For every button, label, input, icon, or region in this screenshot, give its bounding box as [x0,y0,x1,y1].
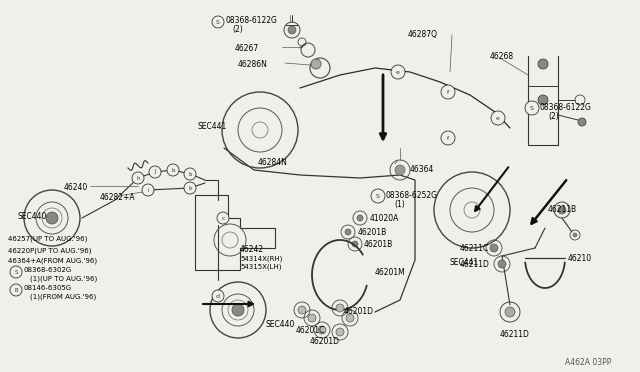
Text: SEC440: SEC440 [18,212,47,221]
Text: 46211D: 46211D [500,330,530,339]
Text: 46220P(UP TO AUG.'96): 46220P(UP TO AUG.'96) [8,248,92,254]
Text: 46240: 46240 [64,183,88,192]
Text: 46211D: 46211D [460,260,490,269]
Circle shape [538,95,548,105]
Text: f: f [447,90,449,94]
Circle shape [132,172,144,184]
Text: 46201B: 46201B [358,228,387,237]
Circle shape [357,215,363,221]
Text: b: b [188,186,192,190]
Text: 46284N: 46284N [258,158,288,167]
Text: b: b [188,171,192,176]
Text: 08368-6302G: 08368-6302G [24,267,72,273]
Text: 46201D: 46201D [344,307,374,316]
Circle shape [46,212,58,224]
Text: A462A 03PP: A462A 03PP [565,358,611,367]
Text: 08146-6305G: 08146-6305G [24,285,72,291]
Text: 46257(UP TO AUG.'96): 46257(UP TO AUG.'96) [8,236,88,243]
Circle shape [345,229,351,235]
Text: 46201D: 46201D [310,337,340,346]
Text: (1)(UP TO AUG.'96): (1)(UP TO AUG.'96) [30,276,97,282]
Circle shape [573,233,577,237]
Circle shape [232,304,244,316]
Circle shape [311,59,321,69]
Text: 46364+A(FROM AUG.'96): 46364+A(FROM AUG.'96) [8,257,97,263]
Text: 46242: 46242 [240,245,264,254]
Circle shape [352,241,358,247]
Text: f: f [447,135,449,141]
Circle shape [441,85,455,99]
Text: 46210: 46210 [568,254,592,263]
Text: 54314X(RH): 54314X(RH) [240,256,282,263]
Circle shape [371,189,385,203]
Text: 08368-6122G: 08368-6122G [226,16,278,25]
Text: (1)(FROM AUG.'96): (1)(FROM AUG.'96) [30,294,96,301]
Text: 46282+A: 46282+A [100,193,136,202]
Text: d: d [216,294,220,298]
Circle shape [142,184,154,196]
Circle shape [149,166,161,178]
Circle shape [336,328,344,336]
Text: 46364: 46364 [410,165,435,174]
Circle shape [167,164,179,176]
Text: 46268: 46268 [490,52,514,61]
Text: SEC440: SEC440 [266,320,296,329]
Text: B: B [14,288,18,292]
Circle shape [184,182,196,194]
Text: (2): (2) [232,25,243,34]
Text: 46211C: 46211C [460,244,489,253]
Text: e: e [496,115,500,121]
Text: 54315X(LH): 54315X(LH) [240,264,282,270]
Text: c: c [221,215,225,221]
Circle shape [498,260,506,268]
Text: 46287Q: 46287Q [408,30,438,39]
Circle shape [395,165,405,175]
Circle shape [308,314,316,322]
Text: 46211B: 46211B [548,205,577,214]
Circle shape [10,266,22,278]
Text: S: S [376,193,380,199]
Text: (2): (2) [548,112,559,121]
Text: 41020A: 41020A [370,214,399,223]
Circle shape [288,26,296,34]
Circle shape [212,16,224,28]
Circle shape [491,111,505,125]
Text: h: h [136,176,140,180]
Text: 08368-6122G: 08368-6122G [540,103,592,112]
Text: 46267: 46267 [235,44,259,53]
Circle shape [336,304,344,312]
Text: 46201B: 46201B [364,240,393,249]
Text: 46201M: 46201M [375,268,406,277]
Text: (1): (1) [394,200,404,209]
Circle shape [346,314,354,322]
Circle shape [578,118,586,126]
Circle shape [184,168,196,180]
Text: S: S [530,106,534,110]
Circle shape [441,131,455,145]
Text: 46201C: 46201C [296,326,325,335]
Circle shape [217,212,229,224]
Circle shape [538,59,548,69]
Circle shape [298,306,306,314]
Circle shape [212,290,224,302]
Text: 08368-6252G: 08368-6252G [386,191,438,200]
Circle shape [505,307,515,317]
Circle shape [10,284,22,296]
Circle shape [318,326,326,334]
Text: i: i [147,187,148,192]
Circle shape [525,101,539,115]
Text: SEC441: SEC441 [198,122,227,131]
Text: S: S [14,269,18,275]
Circle shape [490,244,498,252]
Text: 46286N: 46286N [238,60,268,69]
Text: e: e [396,70,400,74]
Text: SEC441: SEC441 [450,258,479,267]
Text: b: b [172,167,175,173]
Text: J: J [154,170,156,174]
Text: S: S [216,19,220,25]
Circle shape [391,65,405,79]
Circle shape [558,206,566,214]
